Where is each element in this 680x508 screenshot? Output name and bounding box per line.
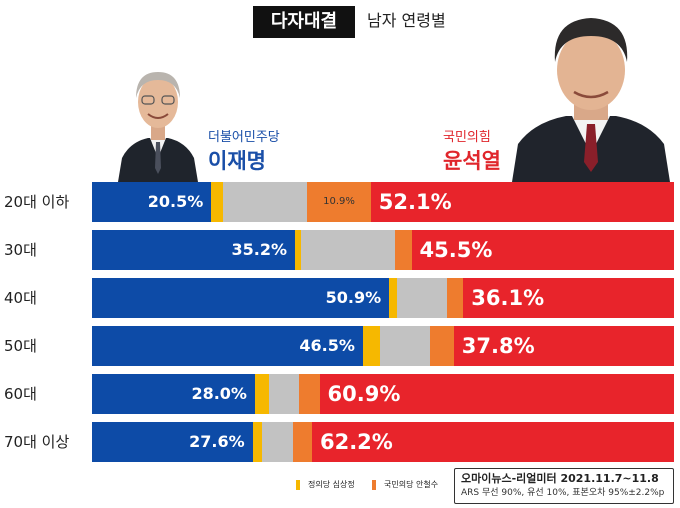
bar-segment-yoon [453, 326, 675, 366]
bar-segment-ahn [293, 422, 313, 462]
bar-segment-sim [295, 230, 302, 270]
bar-segment-sim [362, 326, 381, 366]
bar-segment-undecided [380, 326, 431, 366]
data-label-lee: 50.9% [325, 288, 382, 307]
bar-segment-yoon [370, 182, 675, 222]
source-box: 오마이뉴스-리얼미터 2021.11.7~11.8 ARS 무선 90%, 유선… [454, 468, 674, 504]
bar-segment-undecided [268, 374, 300, 414]
yoon-party-label: 국민의힘 [443, 130, 491, 145]
chart-subtitle: 남자 연령별 [367, 11, 446, 30]
bar-segment-undecided [396, 278, 448, 318]
bar-segment-lee [92, 182, 212, 222]
legend-label-ahn: 국민의당 안철수 [384, 480, 439, 489]
data-label-yoon: 45.5% [419, 238, 493, 262]
bar-segment-lee [92, 422, 254, 462]
data-label-lee: 27.6% [189, 432, 245, 451]
bar-segment-sim [254, 374, 270, 414]
bar-segment-yoon [319, 374, 675, 414]
bar-segment-undecided [261, 422, 294, 462]
bar-segment-yoon [463, 278, 675, 318]
data-label-yoon: 36.1% [471, 286, 545, 310]
data-label-lee: 35.2% [231, 240, 288, 259]
row-label: 20대 이하 [4, 193, 70, 211]
data-label-yoon: 62.2% [319, 430, 393, 454]
bar-segment-lee [92, 230, 296, 270]
bar-segment-ahn [299, 374, 321, 414]
row-label: 40대 [4, 289, 37, 307]
data-label-lee: 46.5% [299, 336, 355, 355]
legend-swatch-sim [296, 480, 300, 490]
row-label: 60대 [4, 385, 37, 403]
bar-segment-ahn [394, 230, 413, 270]
row-label: 30대 [4, 241, 37, 259]
bar-segment-lee [92, 326, 364, 366]
data-label-yoon: 52.1% [378, 190, 452, 214]
source-main-text: 오마이뉴스-리얼미터 2021.11.7~11.8 [461, 472, 659, 485]
data-label-ahn: 10.9% [323, 196, 355, 207]
chart-title: 다자대결 [253, 6, 355, 38]
bar-segment-sim [211, 182, 224, 222]
bar-segment-lee [92, 374, 256, 414]
bar-segment-yoon [311, 422, 675, 462]
bar-segment-undecided [222, 182, 308, 222]
row-label: 70대 이상 [4, 433, 70, 451]
yoon-portrait [512, 18, 670, 182]
yoon-name-label: 윤석열 [443, 149, 501, 173]
bar-segment-undecided [300, 230, 396, 270]
data-label-yoon: 60.9% [327, 382, 401, 406]
bar-segment-sim [252, 422, 263, 462]
lee-party-label: 더불어민주당 [208, 130, 280, 145]
data-label-lee: 28.0% [191, 384, 247, 403]
lee-name-label: 이재명 [208, 149, 266, 173]
data-label-lee: 20.5% [147, 192, 204, 211]
lee-portrait [118, 72, 198, 182]
bar-segment-yoon [411, 230, 675, 270]
bar-segment-lee [92, 278, 390, 318]
bar-segment-sim [389, 278, 398, 318]
source-sub-text: ARS 무선 90%, 유선 10%, 표본오차 95%±2.2%p [461, 488, 665, 498]
row-label: 50대 [4, 337, 37, 355]
legend-swatch-ahn [372, 480, 376, 490]
bar-segment-ahn [429, 326, 455, 366]
bar-segment-ahn [307, 182, 372, 222]
bar-segment-ahn [446, 278, 464, 318]
data-label-yoon: 37.8% [461, 334, 535, 358]
legend-label-sim: 정의당 심상정 [308, 480, 355, 489]
